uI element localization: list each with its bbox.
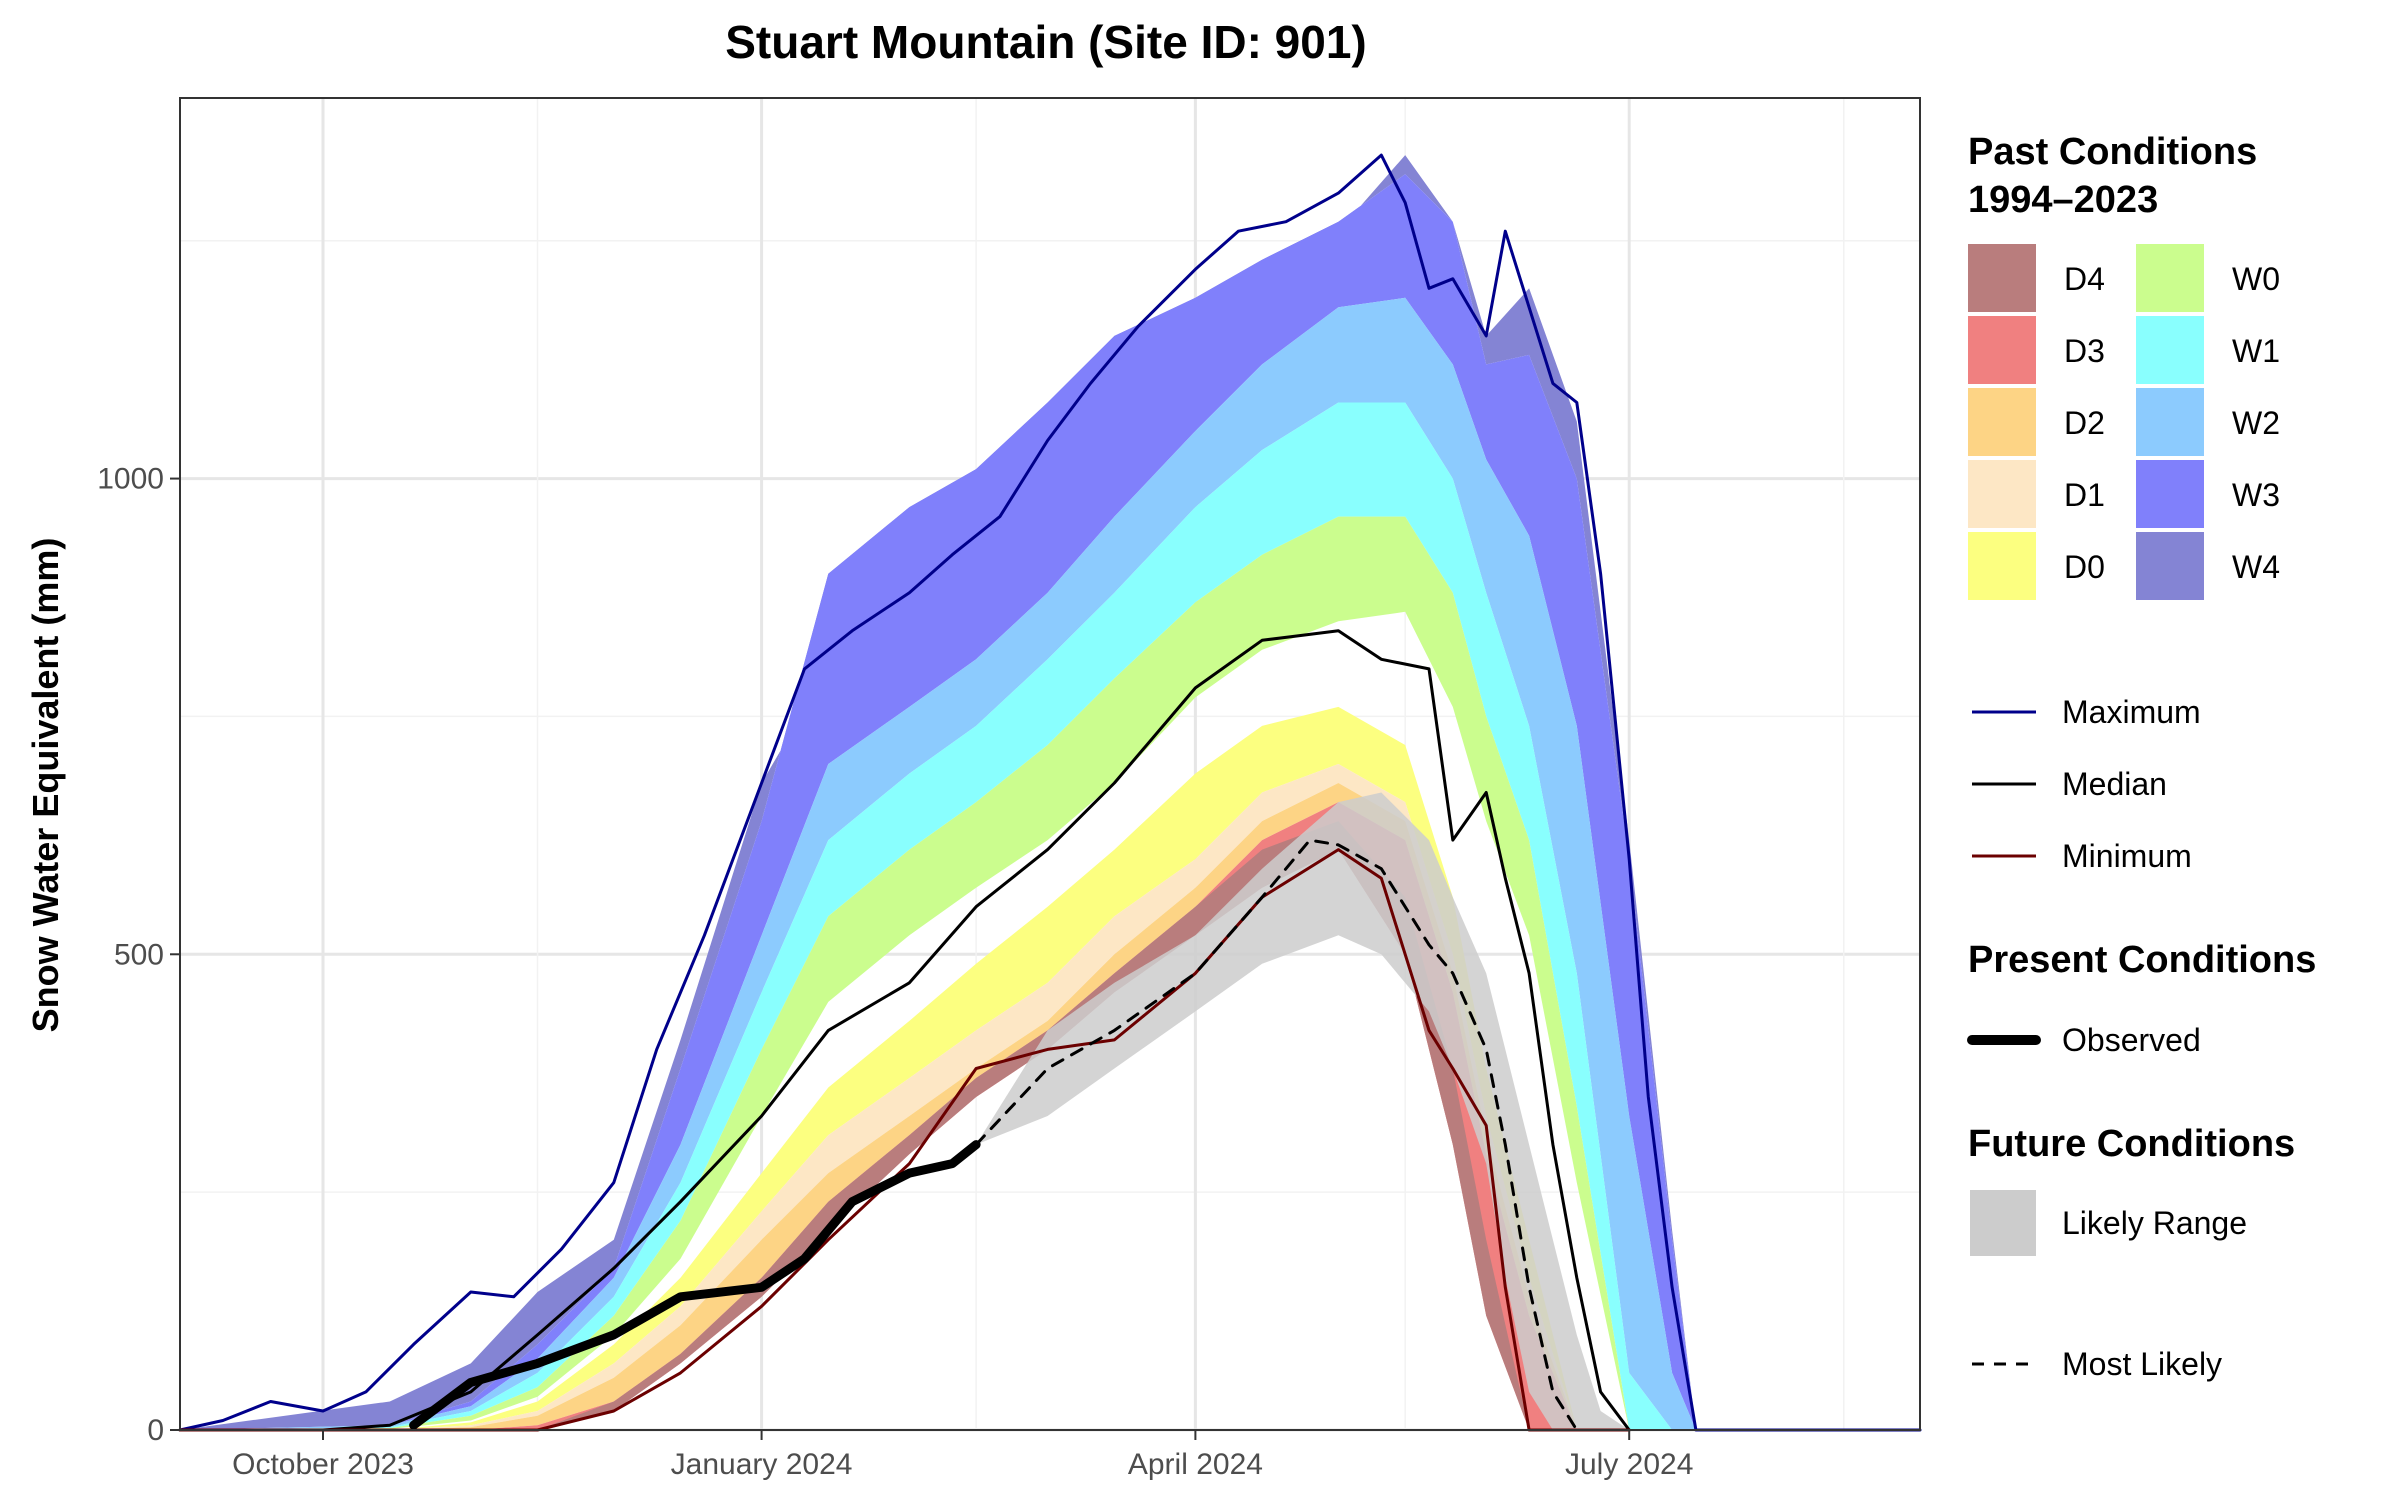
legend-most-likely-label: Most Likely (2062, 1346, 2222, 1382)
plot-border (179, 97, 1921, 1431)
y-tick-label: 500 (114, 938, 164, 971)
band-w1 (180, 402, 1920, 1430)
band-w3 (180, 174, 1920, 1431)
legend-label-w4: W4 (2232, 549, 2280, 585)
legend-label-w1: W1 (2232, 333, 2280, 369)
legend-label-median: Median (2062, 766, 2167, 802)
legend-swatch-w3 (2136, 460, 2204, 528)
axes: 0 500 1000 October 2023 January 2024 April 20… (97, 463, 1693, 1481)
legend-past-subtitle: 1994–2023 (1968, 179, 2158, 221)
band-w0 (180, 516, 1920, 1430)
legend-past-title: Past Conditions (1968, 131, 2257, 173)
line-minimum (178, 848, 1631, 1432)
x-tick-label: January 2024 (671, 1448, 853, 1481)
band-d4 (180, 821, 1920, 1430)
legend-swatch-d4 (1968, 244, 2036, 312)
legend-present-title: Present Conditions (1968, 939, 2316, 981)
likely-range (976, 792, 1630, 1430)
legend-swatch-w2 (2136, 388, 2204, 456)
percentile-bands (180, 155, 1920, 1431)
legend-swatch-d0 (1968, 532, 2036, 600)
likely-range-area (976, 792, 1630, 1430)
legend-observed-label: Observed (2062, 1022, 2201, 1058)
legend-label-w3: W3 (2232, 477, 2280, 513)
line-most-likely (974, 838, 1579, 1432)
legend-label-d3: D3 (2064, 333, 2105, 369)
legend-swatch-w0 (2136, 244, 2204, 312)
chart-title: Stuart Mountain (Site ID: 901) (725, 16, 1366, 68)
band-w2 (180, 297, 1920, 1430)
x-tick-label: July 2024 (1565, 1448, 1693, 1481)
y-tick-label: 0 (147, 1414, 164, 1447)
legend-swatch-w4 (2136, 532, 2204, 600)
legend-swatch-w1 (2136, 316, 2204, 384)
x-tick-label: October 2023 (232, 1448, 414, 1481)
legend-swatch-d1 (1968, 460, 2036, 528)
legend-likely-range-swatch (1970, 1190, 2036, 1256)
line-observed (409, 1140, 981, 1430)
x-tick-label: April 2024 (1128, 1448, 1263, 1481)
legend-swatch-d2 (1968, 388, 2036, 456)
legend-label-w2: W2 (2232, 405, 2280, 441)
y-axis-label: Snow Water Equivalent (mm) (25, 538, 66, 1033)
legend-label-w0: W0 (2232, 261, 2280, 297)
legend-label-d2: D2 (2064, 405, 2105, 441)
legend-label-d1: D1 (2064, 477, 2105, 513)
legend-label-d0: D0 (2064, 549, 2105, 585)
y-tick-label: 1000 (97, 463, 164, 496)
legend-likely-range-label: Likely Range (2062, 1205, 2247, 1241)
line-maximum (178, 153, 1922, 1432)
legend-future-title: Future Conditions (1968, 1123, 2295, 1165)
series-lines (178, 153, 1922, 1432)
legend: Past Conditions 1994–2023 D4 D3 D2 D1 D0 W0 W1… (1967, 131, 2316, 1382)
legend-swatch-d3 (1968, 316, 2036, 384)
legend-label-d4: D4 (2064, 261, 2105, 297)
line-median (178, 629, 1631, 1432)
legend-label-minimum: Minimum (2062, 838, 2192, 874)
legend-label-maximum: Maximum (2062, 694, 2201, 730)
